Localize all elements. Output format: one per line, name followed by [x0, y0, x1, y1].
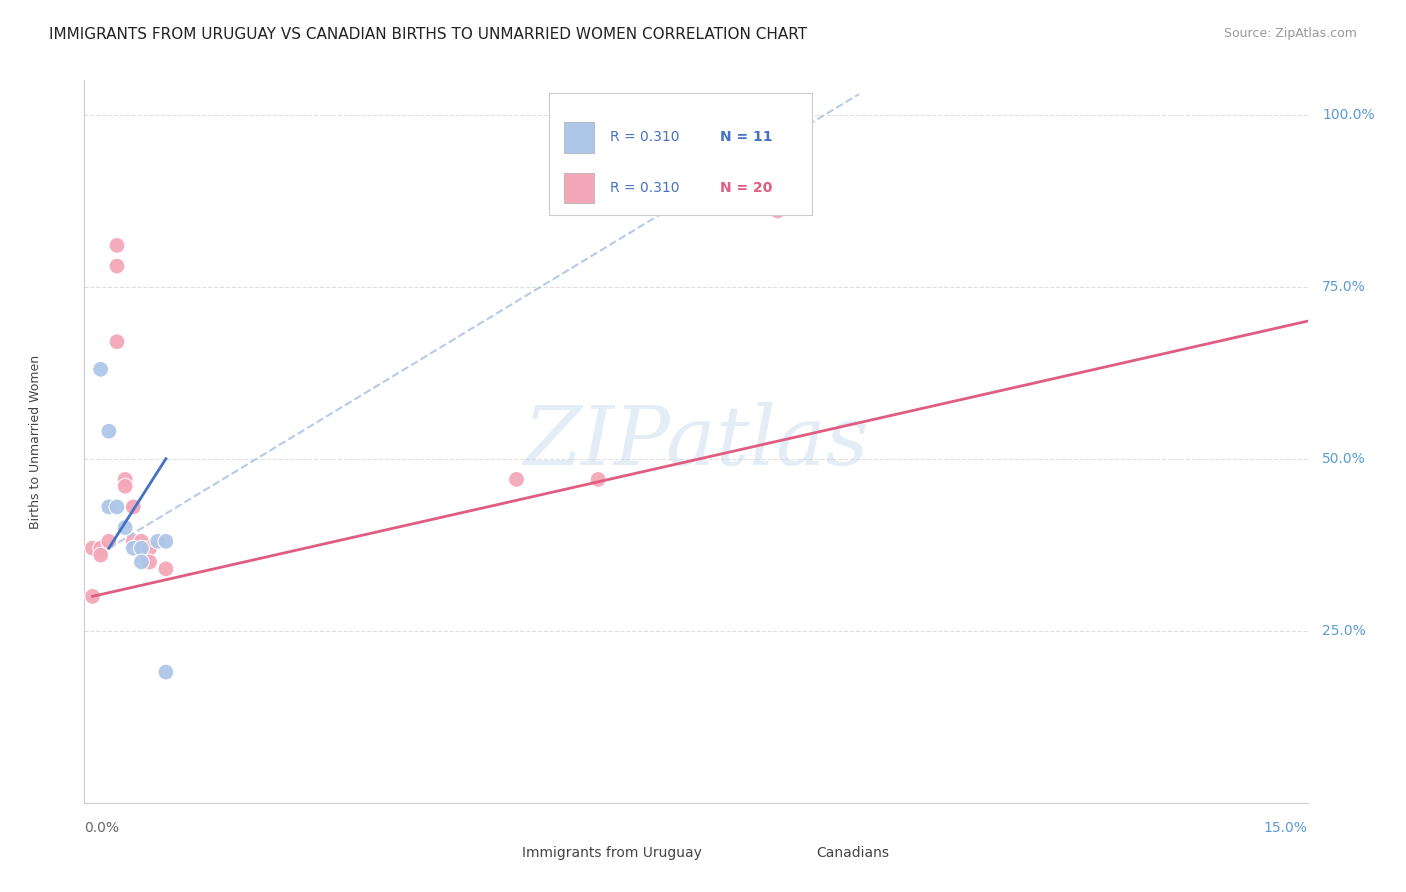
Text: R = 0.310: R = 0.310 — [610, 130, 681, 145]
Point — [97, 534, 120, 549]
Point — [114, 479, 136, 493]
Point — [105, 259, 128, 273]
Point — [82, 590, 104, 604]
Point — [155, 562, 177, 576]
Text: N = 11: N = 11 — [720, 130, 773, 145]
FancyBboxPatch shape — [550, 94, 813, 215]
Point — [90, 541, 112, 556]
Point — [766, 204, 789, 219]
Point — [155, 665, 177, 679]
Point — [505, 472, 527, 486]
Point — [122, 500, 145, 514]
Point — [586, 472, 609, 486]
FancyBboxPatch shape — [782, 843, 804, 864]
Point — [82, 541, 104, 556]
Point — [155, 534, 177, 549]
Point — [131, 534, 153, 549]
Point — [90, 548, 112, 562]
Text: Immigrants from Uruguay: Immigrants from Uruguay — [522, 847, 702, 861]
Text: 0.0%: 0.0% — [84, 821, 120, 835]
Point — [138, 555, 160, 569]
Point — [97, 424, 120, 438]
Text: 15.0%: 15.0% — [1264, 821, 1308, 835]
Text: Births to Unmarried Women: Births to Unmarried Women — [30, 354, 42, 529]
FancyBboxPatch shape — [564, 122, 595, 153]
Text: N = 20: N = 20 — [720, 181, 773, 194]
Point — [114, 472, 136, 486]
Point — [122, 534, 145, 549]
Point — [90, 362, 112, 376]
Point — [131, 555, 153, 569]
Point — [114, 520, 136, 534]
Text: IMMIGRANTS FROM URUGUAY VS CANADIAN BIRTHS TO UNMARRIED WOMEN CORRELATION CHART: IMMIGRANTS FROM URUGUAY VS CANADIAN BIRT… — [49, 27, 807, 42]
Text: 25.0%: 25.0% — [1322, 624, 1367, 638]
Text: Canadians: Canadians — [815, 847, 889, 861]
Point — [122, 500, 145, 514]
Point — [105, 500, 128, 514]
Point — [97, 500, 120, 514]
Text: ZIPatlas: ZIPatlas — [523, 401, 869, 482]
Text: 50.0%: 50.0% — [1322, 451, 1367, 466]
Point — [105, 238, 128, 252]
FancyBboxPatch shape — [564, 173, 595, 203]
Point — [131, 541, 153, 556]
Point — [146, 534, 169, 549]
Text: Source: ZipAtlas.com: Source: ZipAtlas.com — [1223, 27, 1357, 40]
Text: 75.0%: 75.0% — [1322, 280, 1367, 293]
Point — [122, 541, 145, 556]
Text: 100.0%: 100.0% — [1322, 108, 1375, 121]
Point — [138, 541, 160, 556]
Point — [105, 334, 128, 349]
Text: R = 0.310: R = 0.310 — [610, 181, 681, 194]
FancyBboxPatch shape — [488, 843, 510, 864]
